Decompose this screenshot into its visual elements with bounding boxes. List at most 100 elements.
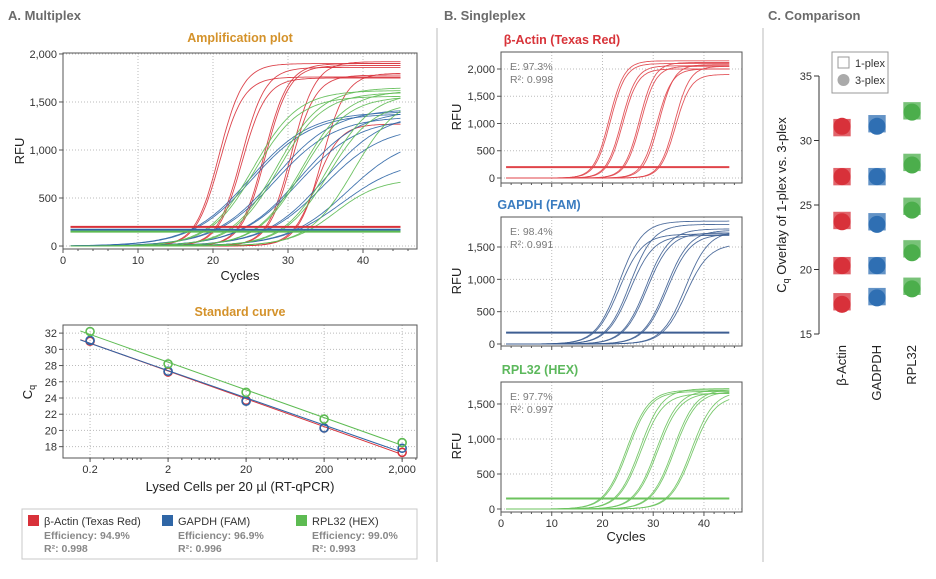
- plot-frame: [62, 324, 418, 459]
- amp-y-axis-label: RFU: [12, 138, 27, 165]
- rpl32-singleplex-curves: E: 97.7%R²: 0.997: [506, 388, 730, 510]
- y-tick-label: 2,000: [467, 64, 495, 76]
- panel-a-label: A. Multiplex: [8, 8, 82, 23]
- r-squared-annotation: R²: 0.991: [510, 239, 553, 251]
- rpl32-plot-title: RPL32 (HEX): [502, 363, 578, 377]
- std-legend: β-Actin (Texas Red)Efficiency: 94.9%R²: …: [21, 508, 418, 560]
- legend-square-icon: [837, 56, 850, 69]
- amplification-curve: [70, 181, 401, 247]
- standard-curve-title: Standard curve: [194, 305, 285, 319]
- amplification-curve: [506, 234, 730, 345]
- x-tick-label: 0.2: [82, 464, 97, 476]
- x-tick-label: 40: [357, 255, 369, 267]
- data-point: [319, 423, 329, 433]
- three-plex-marker: [903, 280, 921, 298]
- legend-series-name: GAPDH (FAM): [178, 516, 250, 528]
- r-squared-annotation: R²: 0.997: [510, 404, 553, 416]
- comparison-y-axis-label-text: Overlay of 1-plex vs. 3-plex: [774, 117, 789, 279]
- amplification-plot-title: Amplification plot: [187, 31, 293, 45]
- comparison-y-axis-label: Cq Overlay of 1-plex vs. 3-plex: [774, 117, 791, 293]
- gapdh-singleplex-curves: E: 98.4%R²: 0.991: [506, 220, 730, 345]
- singleplex-x-axis-label: Cycles: [606, 529, 646, 544]
- amplification-curve: [506, 399, 730, 510]
- std-y-axis-label: Cq: [20, 385, 37, 399]
- legend-efficiency: Efficiency: 94.9%: [44, 530, 130, 542]
- plot-frame: [500, 216, 743, 347]
- y-tick-label: 1,500: [467, 399, 495, 411]
- y-tick-label: 24: [45, 393, 57, 405]
- legend-box: [21, 508, 418, 560]
- y-tick-label: 1,000: [467, 274, 495, 286]
- regression-line: [80, 330, 399, 445]
- y-tick-label: 1,500: [467, 91, 495, 103]
- y-tick-label: 30: [45, 344, 57, 356]
- legend-swatch: [296, 515, 307, 526]
- multiplex-amplification-curves: [70, 61, 401, 247]
- plot-frame: [500, 381, 743, 513]
- legend-r-squared: R²: 0.998: [44, 543, 88, 555]
- three-plex-marker: [903, 156, 921, 174]
- x-tick-label: 200: [315, 464, 333, 476]
- amplification-curve: [70, 77, 401, 247]
- data-point: [319, 414, 329, 424]
- amplification-curve: [70, 90, 401, 247]
- y-tick-label: 15: [800, 329, 812, 341]
- three-plex-marker: [868, 289, 886, 307]
- category-label: β-Actin: [834, 345, 849, 386]
- category-label: GADPDH: [869, 345, 884, 401]
- amplification-curve: [70, 66, 401, 247]
- legend-efficiency: Efficiency: 99.0%: [312, 530, 398, 542]
- data-point: [241, 387, 251, 398]
- data-point: [397, 443, 407, 454]
- y-tick-label: 20: [45, 425, 57, 437]
- legend-efficiency: Efficiency: 96.9%: [178, 530, 264, 542]
- x-tick-label: 20: [207, 255, 219, 267]
- data-point: [397, 437, 407, 448]
- gapdh-singleplex-axes: 0 500 1,000 1,500: [467, 216, 743, 351]
- y-tick-label: 25: [800, 200, 812, 212]
- legend-r-squared: R²: 0.996: [178, 543, 222, 555]
- y-tick-label: 1,000: [29, 145, 57, 157]
- y-tick-label: 500: [477, 307, 495, 319]
- y-tick-label: 500: [477, 469, 495, 481]
- x-tick-label: 2: [165, 464, 171, 476]
- efficiency-annotation: E: 97.7%: [510, 391, 553, 403]
- three-plex-marker: [868, 215, 886, 233]
- category-label: RPL32: [904, 345, 919, 385]
- panel-c-label: C. Comparison: [768, 8, 861, 23]
- comparison-chart: 15 20 25 30 35 β-Actin GADPDH RPL32 1-plex 3-plex: [800, 51, 922, 401]
- efficiency-annotation: E: 98.4%: [510, 226, 553, 238]
- comparison-legend-box: [831, 51, 889, 94]
- y-tick-label: 30: [800, 136, 812, 148]
- plot-frame: [500, 51, 743, 184]
- three-plex-marker: [833, 213, 851, 231]
- y-tick-label: 22: [45, 409, 57, 421]
- three-plex-marker: [833, 257, 851, 275]
- data-point: [241, 396, 251, 407]
- y-tick-label: 1,000: [467, 118, 495, 130]
- y-tick-label: 0: [51, 241, 57, 253]
- three-plex-marker: [903, 201, 921, 219]
- x-tick-label: 0: [498, 518, 504, 530]
- x-tick-label: 40: [698, 518, 710, 530]
- amp-x-axis-label: Cycles: [220, 268, 260, 283]
- y-tick-label: 500: [39, 193, 57, 205]
- panel-b-label: B. Singleplex: [444, 8, 526, 23]
- three-plex-marker: [903, 103, 921, 121]
- actin-y-axis-label: RFU: [449, 104, 464, 131]
- regression-line: [80, 339, 399, 452]
- y-tick-label: 1,500: [467, 242, 495, 254]
- y-tick-label: 500: [477, 146, 495, 158]
- data-point: [85, 326, 95, 337]
- data-point: [397, 447, 407, 458]
- x-tick-label: 2,000: [388, 464, 416, 476]
- three-plex-marker: [868, 117, 886, 135]
- amplification-curve: [506, 234, 730, 345]
- y-tick-label: 32: [45, 328, 57, 340]
- gapdh-y-axis-label: RFU: [449, 268, 464, 295]
- three-plex-marker: [868, 168, 886, 186]
- x-tick-label: 20: [596, 518, 608, 530]
- legend-circle-icon: [837, 74, 850, 86]
